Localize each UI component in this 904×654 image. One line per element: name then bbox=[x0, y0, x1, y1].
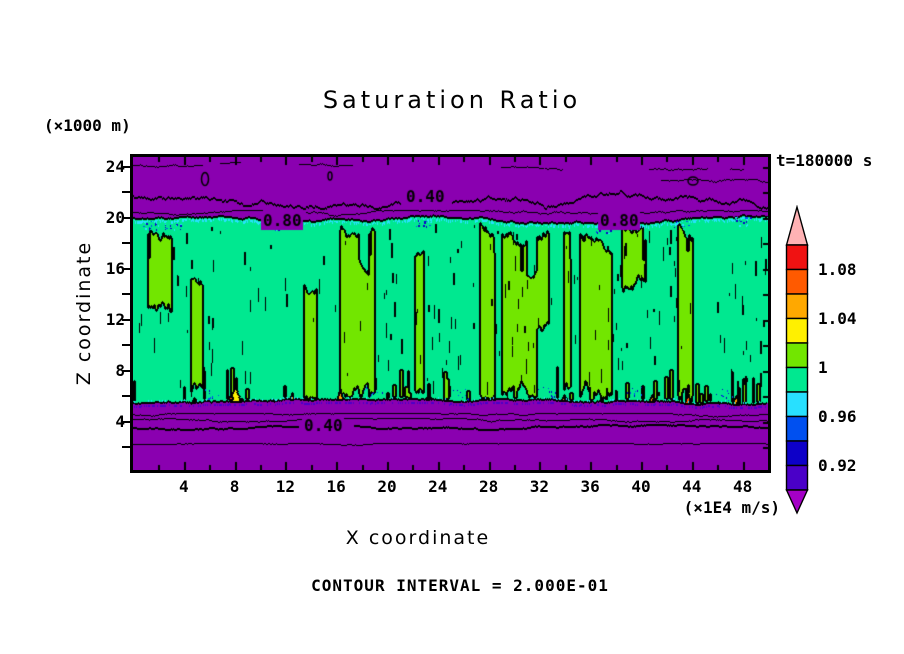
colorbar-label: 1 bbox=[818, 357, 828, 377]
x-tick-label: 44 bbox=[682, 477, 702, 496]
colorbar-label: 0.96 bbox=[818, 406, 857, 426]
colorbar-segment bbox=[785, 440, 809, 467]
x-tick-label: 12 bbox=[275, 477, 296, 496]
y-tick-label: 4 bbox=[115, 411, 125, 431]
colorbar-top-arrow bbox=[785, 205, 809, 246]
y-tick-label: 24 bbox=[105, 156, 125, 176]
colorbar-bottom-arrow bbox=[785, 489, 809, 515]
colorbar: 1.08 1.04 1 0.96 0.92 bbox=[785, 205, 900, 520]
colorbar-segment bbox=[785, 244, 809, 271]
x-tick-label: 32 bbox=[529, 477, 550, 496]
y-tick-label: 20 bbox=[105, 207, 125, 227]
contour-plot-canvas bbox=[133, 157, 768, 470]
y-axis-tick-mark bbox=[122, 191, 130, 194]
colorbar-segment bbox=[785, 415, 809, 442]
y-axis-tick-mark bbox=[122, 216, 130, 219]
colorbar-segment bbox=[785, 464, 809, 491]
colorbar-scale bbox=[785, 205, 809, 515]
colorbar-label: 1.04 bbox=[818, 308, 857, 328]
y-axis-tick-mark bbox=[122, 318, 130, 321]
y-tick-label: 8 bbox=[115, 360, 125, 380]
colorbar-segment bbox=[785, 293, 809, 320]
y-tick-label: 12 bbox=[105, 309, 125, 329]
colorbar-segment bbox=[785, 366, 809, 393]
x-tick-label: 20 bbox=[377, 477, 397, 496]
y-axis-tick-mark bbox=[122, 165, 130, 168]
chart-title: Saturation Ratio bbox=[322, 86, 582, 114]
y-tick-label: 16 bbox=[105, 258, 125, 278]
y-axis-tick-mark bbox=[122, 420, 130, 423]
y-axis-tick-mark bbox=[122, 242, 130, 245]
colorbar-segment bbox=[785, 342, 809, 369]
x-tick-label: 24 bbox=[428, 477, 448, 496]
x-tick-label: 8 bbox=[229, 477, 240, 496]
x-tick-label: 28 bbox=[478, 477, 499, 496]
x-tick-label: 48 bbox=[732, 477, 753, 496]
colorbar-label: 0.92 bbox=[818, 455, 857, 475]
time-annotation: t=180000 s bbox=[776, 151, 873, 170]
x-tick-label: 40 bbox=[631, 477, 651, 496]
y-axis-unit: (×1000 m) bbox=[44, 116, 131, 135]
colorbar-segment bbox=[785, 391, 809, 418]
colorbar-label: 1.08 bbox=[818, 259, 857, 279]
x-tick-label: 16 bbox=[326, 477, 346, 496]
y-axis-tick-mark bbox=[122, 293, 130, 296]
contour-interval-note: CONTOUR INTERVAL = 2.000E-01 bbox=[311, 576, 609, 595]
x-tick-label: 4 bbox=[178, 477, 189, 496]
x-tick-label: 36 bbox=[580, 477, 600, 496]
y-axis-tick-mark bbox=[122, 267, 130, 270]
plot-border bbox=[130, 154, 771, 473]
x-axis-title: X coordinate bbox=[345, 527, 491, 549]
y-axis-tick-mark bbox=[122, 446, 130, 449]
y-axis-tick-mark bbox=[122, 395, 130, 398]
y-axis-tick-mark bbox=[122, 369, 130, 372]
x-axis-unit: (×1E4 m/s) bbox=[683, 498, 780, 517]
colorbar-segment bbox=[785, 317, 809, 344]
y-axis-tick-mark bbox=[122, 344, 130, 347]
colorbar-segment bbox=[785, 268, 809, 295]
